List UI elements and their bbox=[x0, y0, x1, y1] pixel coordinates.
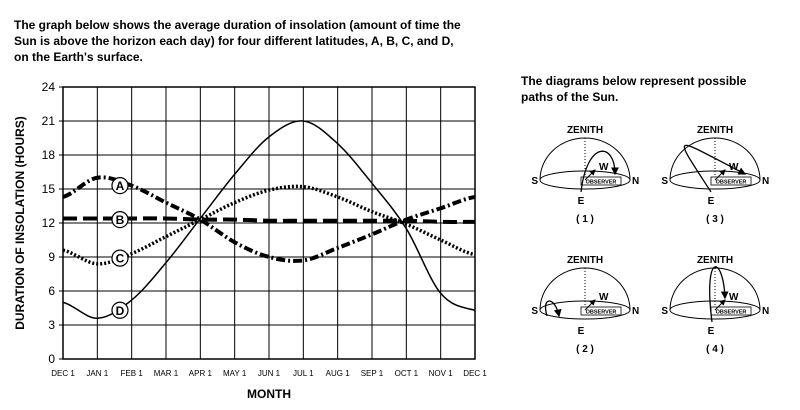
x-tick-label: DEC 1 bbox=[51, 369, 75, 378]
x-tick-label: JUL 1 bbox=[293, 369, 314, 378]
x-tick-label: MAY 1 bbox=[223, 369, 247, 378]
diagram-heading: paths of the Sun. bbox=[521, 90, 618, 104]
x-tick-label: AUG 1 bbox=[326, 369, 351, 378]
observer-label: OBSERVER bbox=[586, 180, 617, 186]
sun-path-diagram: OBSERVER ZENITH W E S N ( 3 ) bbox=[661, 125, 769, 225]
observer-plate bbox=[580, 176, 622, 186]
zenith-label: ZENITH bbox=[567, 255, 603, 266]
north-label: N bbox=[632, 306, 639, 317]
south-label: S bbox=[661, 306, 668, 317]
y-tick-label: 9 bbox=[48, 250, 55, 264]
y-tick-label: 24 bbox=[42, 80, 56, 94]
south-label: S bbox=[661, 176, 668, 187]
diagram-caption: ( 3 ) bbox=[706, 214, 724, 225]
series-label-circle bbox=[111, 177, 129, 195]
diagram-caption: ( 4 ) bbox=[706, 344, 724, 355]
diagram-caption: ( 1 ) bbox=[576, 214, 594, 225]
x-tick-label: FEB 1 bbox=[121, 369, 144, 378]
sun-path-diagram: OBSERVER ZENITH W E S N ( 1 ) bbox=[531, 125, 639, 225]
y-tick-label: 3 bbox=[48, 318, 55, 332]
observer-label: OBSERVER bbox=[716, 310, 747, 316]
intro-line: The graph below shows the average durati… bbox=[14, 18, 461, 32]
intro-line: on the Earth's surface. bbox=[14, 50, 143, 64]
sun-path-diagram: OBSERVER ZENITH W E S N ( 4 ) bbox=[661, 255, 769, 355]
x-tick-label: DEC 1 bbox=[463, 369, 487, 378]
x-tick-label: JAN 1 bbox=[86, 369, 108, 378]
east-label: E bbox=[708, 196, 715, 207]
y-axis-label: DURATION OF INSOLATION (HOURS) bbox=[13, 116, 27, 330]
east-label: E bbox=[708, 326, 715, 337]
east-label: E bbox=[578, 196, 585, 207]
west-label: W bbox=[729, 162, 739, 173]
west-arrow bbox=[584, 169, 596, 181]
observer-plate bbox=[710, 176, 752, 186]
sun-path-diagram: OBSERVER ZENITH W E S N ( 2 ) bbox=[531, 255, 639, 355]
sun-path bbox=[544, 300, 562, 318]
observer-plate bbox=[580, 306, 622, 316]
north-label: N bbox=[632, 176, 639, 187]
y-tick-label: 15 bbox=[42, 182, 56, 196]
x-tick-label: APR 1 bbox=[189, 369, 213, 378]
south-label: S bbox=[531, 176, 538, 187]
y-tick-label: 18 bbox=[42, 148, 56, 162]
series-line bbox=[63, 216, 476, 224]
west-arrow bbox=[714, 299, 726, 311]
y-tick-label: 12 bbox=[42, 216, 56, 230]
series-label-circle bbox=[111, 249, 129, 267]
diagram-caption: ( 2 ) bbox=[576, 344, 594, 355]
north-label: N bbox=[762, 306, 769, 317]
intro-line: Sun is above the horizon each day) for f… bbox=[14, 34, 454, 48]
x-tick-label: MAR 1 bbox=[154, 369, 179, 378]
west-label: W bbox=[599, 162, 609, 173]
series-label: C bbox=[116, 252, 125, 266]
x-tick-label: JUN 1 bbox=[258, 369, 281, 378]
sun-path bbox=[580, 150, 619, 193]
x-axis-label: MONTH bbox=[247, 387, 291, 401]
series-label-circle bbox=[111, 301, 129, 319]
observer-label: OBSERVER bbox=[716, 180, 747, 186]
west-label: W bbox=[599, 292, 609, 303]
series-line bbox=[62, 184, 476, 266]
zenith-label: ZENITH bbox=[567, 125, 603, 136]
north-label: N bbox=[762, 176, 769, 187]
series-label: B bbox=[116, 213, 125, 227]
y-tick-label: 21 bbox=[42, 114, 56, 128]
east-label: E bbox=[578, 326, 585, 337]
y-tick-label: 6 bbox=[48, 284, 55, 298]
x-tick-label: OCT 1 bbox=[395, 369, 419, 378]
zenith-label: ZENITH bbox=[697, 125, 733, 136]
x-tick-label: NOV 1 bbox=[429, 369, 454, 378]
west-arrow bbox=[584, 299, 596, 311]
sun-path bbox=[709, 266, 729, 323]
west-label: W bbox=[729, 292, 739, 303]
west-arrow bbox=[714, 169, 726, 181]
observer-label: OBSERVER bbox=[586, 310, 617, 316]
series-label-circle bbox=[111, 211, 129, 229]
x-tick-label: SEP 1 bbox=[361, 369, 384, 378]
zenith-label: ZENITH bbox=[697, 255, 733, 266]
y-tick-label: 0 bbox=[48, 352, 55, 366]
south-label: S bbox=[531, 306, 538, 317]
diagram-heading: The diagrams below represent possible bbox=[521, 74, 747, 88]
sun-path bbox=[683, 144, 747, 193]
series-line bbox=[62, 120, 476, 319]
series-label: D bbox=[116, 304, 125, 318]
series-label: A bbox=[116, 179, 125, 193]
